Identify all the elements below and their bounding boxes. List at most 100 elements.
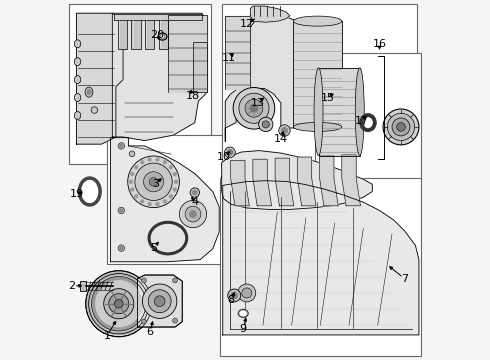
Circle shape: [156, 158, 159, 161]
Bar: [220, 178, 421, 356]
Circle shape: [135, 163, 172, 201]
Text: 19: 19: [70, 189, 83, 199]
Text: 14: 14: [274, 134, 288, 144]
Text: 15: 15: [320, 93, 335, 103]
Circle shape: [231, 292, 238, 299]
Circle shape: [179, 201, 207, 228]
Circle shape: [279, 125, 290, 136]
Circle shape: [154, 296, 165, 307]
Text: 17: 17: [354, 116, 368, 126]
Ellipse shape: [82, 181, 97, 202]
Polygon shape: [225, 16, 250, 89]
Circle shape: [242, 288, 252, 298]
Circle shape: [149, 177, 158, 186]
Circle shape: [86, 271, 152, 337]
Bar: [107, 135, 221, 264]
Text: 1: 1: [103, 331, 110, 341]
Circle shape: [143, 284, 177, 319]
Bar: [294, 21, 342, 127]
Circle shape: [129, 180, 132, 183]
Bar: [315, 53, 421, 182]
Ellipse shape: [294, 122, 342, 131]
Circle shape: [185, 206, 201, 222]
Circle shape: [129, 151, 135, 157]
Text: 11: 11: [222, 53, 236, 63]
Circle shape: [224, 147, 235, 158]
Circle shape: [238, 284, 256, 302]
Circle shape: [173, 188, 176, 191]
Circle shape: [115, 300, 123, 308]
Circle shape: [88, 273, 150, 335]
Ellipse shape: [91, 107, 98, 113]
Circle shape: [228, 289, 241, 302]
Circle shape: [239, 93, 269, 123]
Circle shape: [141, 161, 144, 164]
Ellipse shape: [355, 68, 364, 156]
Text: 7: 7: [401, 274, 408, 284]
Circle shape: [118, 207, 124, 214]
Bar: [193, 42, 207, 92]
Circle shape: [262, 121, 270, 128]
Text: 6: 6: [147, 327, 153, 337]
Circle shape: [131, 173, 134, 176]
Text: 20: 20: [150, 30, 164, 40]
Circle shape: [135, 166, 138, 169]
Circle shape: [392, 118, 410, 136]
Circle shape: [120, 247, 122, 249]
Bar: [114, 14, 202, 21]
Bar: [318, 68, 360, 156]
Circle shape: [193, 190, 197, 195]
Circle shape: [383, 109, 419, 145]
Bar: [159, 19, 168, 49]
Circle shape: [233, 87, 275, 129]
Polygon shape: [223, 181, 419, 335]
Polygon shape: [112, 13, 207, 140]
Polygon shape: [342, 155, 361, 206]
Circle shape: [148, 158, 151, 161]
Ellipse shape: [74, 94, 81, 102]
Circle shape: [164, 200, 166, 203]
Circle shape: [282, 128, 287, 134]
Circle shape: [250, 105, 258, 112]
Ellipse shape: [158, 33, 167, 40]
Circle shape: [91, 276, 147, 332]
Polygon shape: [221, 150, 372, 210]
Ellipse shape: [74, 58, 81, 66]
Ellipse shape: [238, 310, 248, 318]
Ellipse shape: [85, 87, 93, 97]
Circle shape: [175, 180, 177, 183]
Circle shape: [135, 195, 138, 198]
Circle shape: [148, 203, 151, 206]
Ellipse shape: [160, 35, 165, 39]
Polygon shape: [231, 160, 249, 206]
Circle shape: [118, 245, 124, 251]
Ellipse shape: [364, 118, 372, 127]
Circle shape: [164, 161, 166, 164]
Circle shape: [109, 294, 129, 314]
Circle shape: [96, 281, 142, 327]
Ellipse shape: [74, 76, 81, 84]
Circle shape: [190, 211, 196, 217]
Ellipse shape: [152, 225, 184, 251]
Bar: [145, 19, 154, 49]
Ellipse shape: [314, 68, 323, 156]
Text: 3: 3: [152, 179, 159, 189]
Circle shape: [118, 143, 124, 149]
Ellipse shape: [87, 90, 91, 94]
Text: 8: 8: [227, 295, 234, 305]
Text: 9: 9: [240, 324, 247, 334]
Circle shape: [141, 200, 144, 203]
Circle shape: [104, 289, 134, 319]
Circle shape: [170, 195, 172, 198]
Text: 13: 13: [250, 98, 265, 108]
Circle shape: [141, 278, 147, 283]
Bar: [131, 19, 141, 49]
Polygon shape: [111, 138, 219, 262]
Circle shape: [397, 123, 405, 131]
Circle shape: [120, 144, 122, 147]
Text: 2: 2: [69, 281, 76, 291]
Circle shape: [128, 156, 179, 208]
Circle shape: [170, 166, 172, 169]
Bar: [69, 4, 211, 164]
Text: 10: 10: [217, 152, 230, 162]
